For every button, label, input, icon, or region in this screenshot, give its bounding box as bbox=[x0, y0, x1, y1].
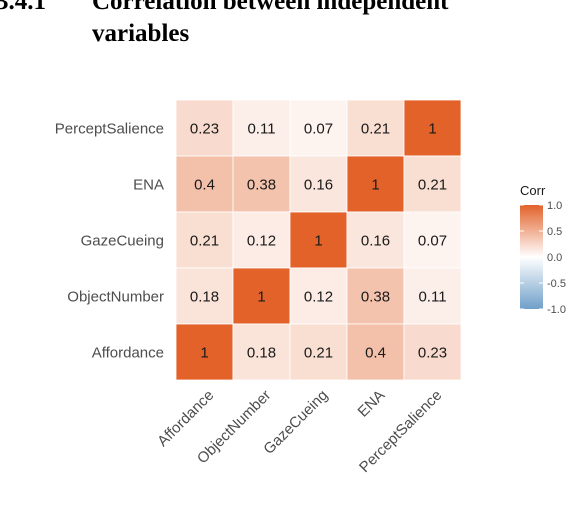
legend-title: Corr bbox=[520, 183, 546, 198]
heatmap-cell bbox=[232, 99, 291, 157]
cell-value-label: 0.21 bbox=[304, 345, 333, 362]
cell-value-label: 0.11 bbox=[418, 289, 446, 306]
legend-tick-label: 1.0 bbox=[547, 200, 562, 212]
heatmap-cell bbox=[232, 211, 291, 269]
cell-value-label: 1 bbox=[371, 177, 379, 194]
y-tick-label: ObjectNumber bbox=[67, 289, 164, 306]
cell-value-label: 0.18 bbox=[190, 289, 219, 306]
y-tick-label: ENA bbox=[133, 177, 164, 194]
heatmap-cell bbox=[175, 155, 234, 213]
y-tick-label: PerceptSalience bbox=[55, 121, 164, 138]
cell-value-label: 0.38 bbox=[361, 289, 390, 306]
heatmap-cell bbox=[403, 267, 462, 325]
cell-value-label: 0.11 bbox=[247, 121, 275, 138]
cell-value-label: 1 bbox=[257, 289, 265, 306]
legend-tick-label: -1.0 bbox=[547, 304, 566, 316]
heatmap-cell bbox=[346, 155, 405, 213]
heatmap-cell bbox=[232, 323, 291, 381]
heatmap-cell bbox=[232, 155, 291, 213]
legend-tick-label: 0.5 bbox=[547, 226, 562, 238]
cell-value-label: 0.07 bbox=[304, 121, 333, 138]
heatmap-cell bbox=[175, 267, 234, 325]
cell-value-label: 0.07 bbox=[418, 233, 447, 250]
heatmap-cell bbox=[175, 211, 234, 269]
heatmap-cell bbox=[289, 211, 348, 269]
y-tick-label: GazeCueing bbox=[81, 233, 164, 250]
cell-value-label: 0.23 bbox=[190, 121, 219, 138]
x-tick-label: ENA bbox=[354, 387, 388, 421]
heatmap-cell bbox=[403, 155, 462, 213]
cell-value-label: 0.16 bbox=[304, 177, 333, 194]
section-title-line1: Correlation between independent bbox=[92, 0, 449, 15]
heatmap-cells bbox=[175, 99, 462, 381]
cell-value-label: 0.4 bbox=[365, 345, 386, 362]
cell-value-label: 1 bbox=[314, 233, 322, 250]
cell-value-label: 0.38 bbox=[247, 177, 276, 194]
cell-value-label: 0.18 bbox=[247, 345, 276, 362]
heatmap-cell bbox=[403, 323, 462, 381]
heatmap-cell bbox=[232, 267, 291, 325]
cell-value-label: 0.12 bbox=[247, 233, 276, 250]
heatmap-cell bbox=[289, 155, 348, 213]
heatmap-cell bbox=[346, 211, 405, 269]
cell-value-label: 1 bbox=[428, 121, 436, 138]
section-number: 3.4.1 bbox=[0, 0, 46, 15]
y-axis-tick-labels: Affordance ObjectNumber GazeCueing ENA Perce… bbox=[55, 121, 164, 362]
legend-tick-label: -0.5 bbox=[547, 278, 566, 290]
cell-value-label: 0.16 bbox=[361, 233, 390, 250]
heatmap-cell bbox=[346, 267, 405, 325]
cell-value-label: 1 bbox=[200, 345, 208, 362]
heatmap-cell bbox=[289, 323, 348, 381]
y-tick-label: Affordance bbox=[92, 345, 164, 362]
section-title-line2: variables bbox=[92, 20, 190, 47]
cell-value-label: 0.21 bbox=[418, 177, 447, 194]
legend-tick-label: 0.0 bbox=[547, 252, 562, 264]
cell-value-label: 0.4 bbox=[194, 177, 215, 194]
heatmap-cell-labels: 0.23 0.11 0.07 0.21 1 0.4 0.38 0.16 1 0.21 0.21 0.1… bbox=[190, 121, 447, 362]
cell-value-label: 0.23 bbox=[418, 345, 447, 362]
cell-value-label: 0.21 bbox=[361, 121, 390, 138]
cell-value-label: 0.21 bbox=[190, 233, 219, 250]
legend-colorbar bbox=[520, 205, 543, 309]
cell-value-label: 0.12 bbox=[304, 289, 333, 306]
heatmap-cell bbox=[289, 99, 348, 157]
heatmap-cell bbox=[289, 267, 348, 325]
